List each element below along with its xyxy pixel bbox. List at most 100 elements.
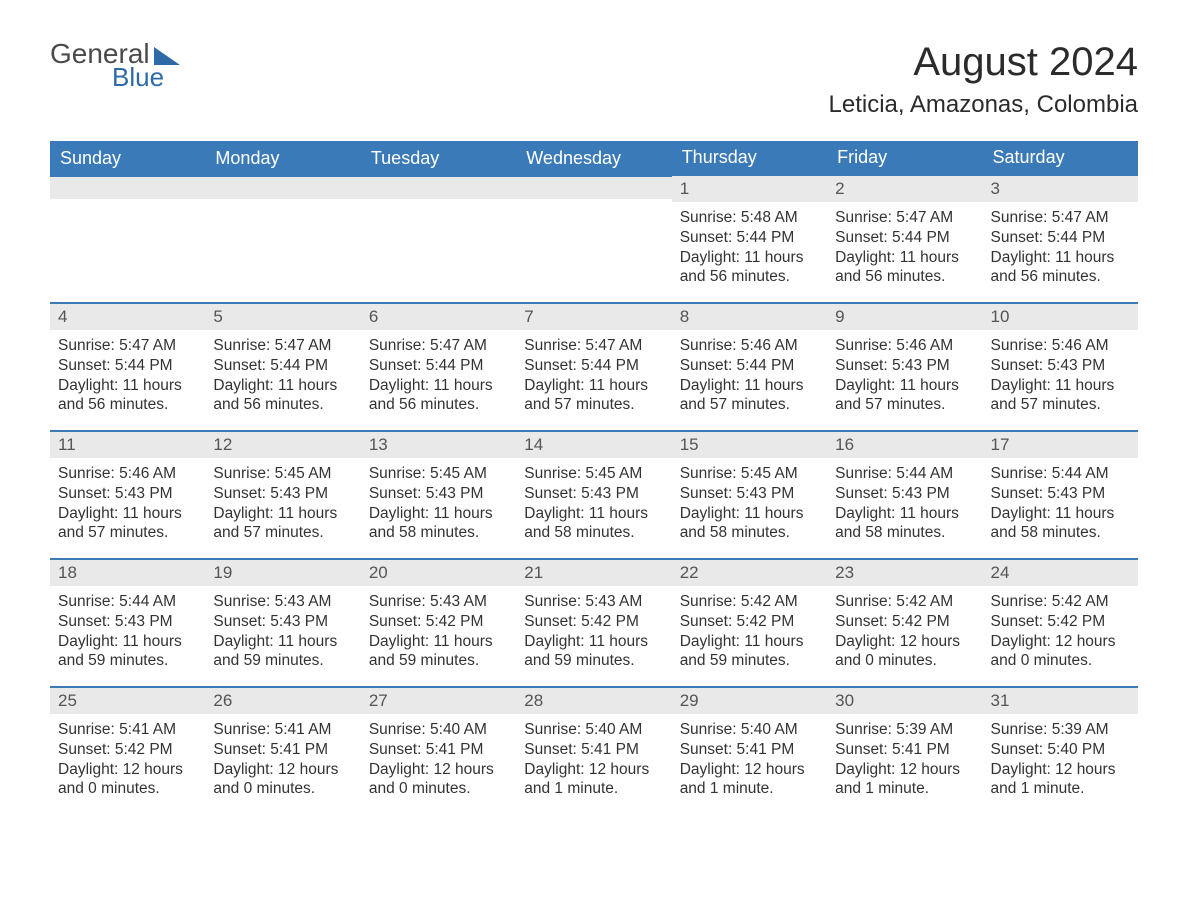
day-details: Sunrise: 5:40 AMSunset: 5:41 PMDaylight:… <box>672 714 827 813</box>
weekday-header: Sunday <box>50 141 205 175</box>
calendar-day-cell: 15Sunrise: 5:45 AMSunset: 5:43 PMDayligh… <box>672 431 827 559</box>
day-details: Sunrise: 5:43 AMSunset: 5:42 PMDaylight:… <box>516 586 671 685</box>
sunrise-line: Sunrise: 5:44 AM <box>835 464 974 484</box>
daylight-line: Daylight: 11 hours and 56 minutes. <box>369 376 508 416</box>
daylight-line: Daylight: 11 hours and 57 minutes. <box>680 376 819 416</box>
day-details: Sunrise: 5:41 AMSunset: 5:41 PMDaylight:… <box>205 714 360 813</box>
sunset-line: Sunset: 5:44 PM <box>991 228 1130 248</box>
sunrise-line: Sunrise: 5:47 AM <box>524 336 663 356</box>
sunset-line: Sunset: 5:43 PM <box>991 356 1130 376</box>
day-details: Sunrise: 5:45 AMSunset: 5:43 PMDaylight:… <box>361 458 516 557</box>
day-details: Sunrise: 5:45 AMSunset: 5:43 PMDaylight:… <box>516 458 671 557</box>
calendar-day-cell: 12 Sunrise: 5:45 AMSunset: 5:43 PMDayligh… <box>205 431 360 559</box>
daylight-line: Daylight: 11 hours and 58 minutes. <box>991 504 1130 544</box>
weekday-header: Friday <box>827 141 982 175</box>
sunrise-line: Sunrise: 5:45 AM <box>213 464 352 484</box>
sunset-line: Sunset: 5:43 PM <box>58 612 197 632</box>
calendar-week-row: 25Sunrise: 5:41 AMSunset: 5:42 PMDayligh… <box>50 687 1138 815</box>
weekday-header: Saturday <box>983 141 1138 175</box>
sunset-line: Sunset: 5:43 PM <box>369 484 508 504</box>
calendar-empty-cell <box>516 175 671 303</box>
day-number: 30 <box>827 688 982 714</box>
calendar-day-cell: 19Sunrise: 5:43 AMSunset: 5:43 PMDayligh… <box>205 559 360 687</box>
sunset-line: Sunset: 5:44 PM <box>369 356 508 376</box>
sunset-line: Sunset: 5:41 PM <box>369 740 508 760</box>
sunset-line: Sunset: 5:42 PM <box>369 612 508 632</box>
daylight-line: Daylight: 12 hours and 1 minute. <box>524 760 663 800</box>
sunrise-line: Sunrise: 5:44 AM <box>58 592 197 612</box>
daylight-line: Daylight: 12 hours and 0 minutes. <box>213 760 352 800</box>
day-number: 24 <box>983 560 1138 586</box>
calendar-day-cell: 17Sunrise: 5:44 AMSunset: 5:43 PMDayligh… <box>983 431 1138 559</box>
sunset-line: Sunset: 5:44 PM <box>524 356 663 376</box>
sunrise-line: Sunrise: 5:43 AM <box>213 592 352 612</box>
sunset-line: Sunset: 5:43 PM <box>213 484 352 504</box>
calendar-day-cell: 13Sunrise: 5:45 AMSunset: 5:43 PMDayligh… <box>361 431 516 559</box>
calendar-header-row: SundayMondayTuesdayWednesdayThursdayFrid… <box>50 141 1138 175</box>
day-details: Sunrise: 5:44 AMSunset: 5:43 PMDaylight:… <box>50 586 205 685</box>
calendar-day-cell: 30Sunrise: 5:39 AMSunset: 5:41 PMDayligh… <box>827 687 982 815</box>
sunset-line: Sunset: 5:43 PM <box>58 484 197 504</box>
calendar-day-cell: 20Sunrise: 5:43 AMSunset: 5:42 PMDayligh… <box>361 559 516 687</box>
empty-day-header <box>50 175 205 199</box>
day-number: 12 <box>205 432 360 458</box>
daylight-line: Daylight: 12 hours and 0 minutes. <box>835 632 974 672</box>
daylight-line: Daylight: 11 hours and 59 minutes. <box>680 632 819 672</box>
sunset-line: Sunset: 5:43 PM <box>991 484 1130 504</box>
sunrise-line: Sunrise: 5:39 AM <box>991 720 1130 740</box>
calendar-day-cell: 23Sunrise: 5:42 AMSunset: 5:42 PMDayligh… <box>827 559 982 687</box>
logo-text-blue: Blue <box>112 64 180 90</box>
sunrise-line: Sunrise: 5:42 AM <box>680 592 819 612</box>
calendar-day-cell: 31Sunrise: 5:39 AMSunset: 5:40 PMDayligh… <box>983 687 1138 815</box>
daylight-line: Daylight: 11 hours and 56 minutes. <box>680 248 819 288</box>
daylight-line: Daylight: 11 hours and 58 minutes. <box>369 504 508 544</box>
day-details: Sunrise: 5:43 AMSunset: 5:42 PMDaylight:… <box>361 586 516 685</box>
day-details: Sunrise: 5:39 AMSunset: 5:41 PMDaylight:… <box>827 714 982 813</box>
weekday-header: Monday <box>205 141 360 175</box>
location-subtitle: Leticia, Amazonas, Colombia <box>829 91 1139 119</box>
sunset-line: Sunset: 5:40 PM <box>991 740 1130 760</box>
calendar-day-cell: 3Sunrise: 5:47 AMSunset: 5:44 PMDaylight… <box>983 175 1138 303</box>
calendar-day-cell: 9Sunrise: 5:46 AMSunset: 5:43 PMDaylight… <box>827 303 982 431</box>
sunset-line: Sunset: 5:43 PM <box>835 356 974 376</box>
daylight-line: Daylight: 11 hours and 57 minutes. <box>835 376 974 416</box>
calendar-day-cell: 21Sunrise: 5:43 AMSunset: 5:42 PMDayligh… <box>516 559 671 687</box>
day-number: 15 <box>672 432 827 458</box>
sunset-line: Sunset: 5:43 PM <box>680 484 819 504</box>
empty-day-header <box>516 175 671 199</box>
day-number: 8 <box>672 304 827 330</box>
calendar-day-cell: 16Sunrise: 5:44 AMSunset: 5:43 PMDayligh… <box>827 431 982 559</box>
day-number: 31 <box>983 688 1138 714</box>
daylight-line: Daylight: 11 hours and 59 minutes. <box>369 632 508 672</box>
calendar-week-row: 18Sunrise: 5:44 AMSunset: 5:43 PMDayligh… <box>50 559 1138 687</box>
sunset-line: Sunset: 5:42 PM <box>58 740 197 760</box>
day-details: Sunrise: 5:42 AMSunset: 5:42 PMDaylight:… <box>827 586 982 685</box>
calendar-day-cell: 6Sunrise: 5:47 AMSunset: 5:44 PMDaylight… <box>361 303 516 431</box>
day-details: Sunrise: 5:45 AMSunset: 5:43 PMDaylight:… <box>672 458 827 557</box>
calendar-week-row: 11Sunrise: 5:46 AMSunset: 5:43 PMDayligh… <box>50 431 1138 559</box>
day-details: Sunrise: 5:47 AMSunset: 5:44 PMDaylight:… <box>516 330 671 429</box>
calendar-day-cell: 11Sunrise: 5:46 AMSunset: 5:43 PMDayligh… <box>50 431 205 559</box>
calendar-empty-cell <box>50 175 205 303</box>
sunset-line: Sunset: 5:41 PM <box>835 740 974 760</box>
day-details: Sunrise: 5:47 AMSunset: 5:44 PMDaylight:… <box>983 202 1138 301</box>
sunrise-line: Sunrise: 5:45 AM <box>680 464 819 484</box>
day-details: Sunrise: 5:46 AMSunset: 5:44 PMDaylight:… <box>672 330 827 429</box>
calendar-week-row: 4Sunrise: 5:47 AMSunset: 5:44 PMDaylight… <box>50 303 1138 431</box>
day-number: 20 <box>361 560 516 586</box>
calendar-day-cell: 29Sunrise: 5:40 AMSunset: 5:41 PMDayligh… <box>672 687 827 815</box>
sunset-line: Sunset: 5:44 PM <box>680 228 819 248</box>
daylight-line: Daylight: 11 hours and 56 minutes. <box>58 376 197 416</box>
day-number: 6 <box>361 304 516 330</box>
brand-logo: General Blue <box>50 40 180 90</box>
page-title: August 2024 <box>829 40 1139 85</box>
day-number: 5 <box>205 304 360 330</box>
sunrise-line: Sunrise: 5:44 AM <box>991 464 1130 484</box>
sunset-line: Sunset: 5:41 PM <box>680 740 819 760</box>
daylight-line: Daylight: 11 hours and 57 minutes. <box>213 504 352 544</box>
daylight-line: Daylight: 11 hours and 58 minutes. <box>524 504 663 544</box>
day-details: Sunrise: 5:47 AMSunset: 5:44 PMDaylight:… <box>827 202 982 301</box>
day-details: Sunrise: 5:40 AMSunset: 5:41 PMDaylight:… <box>361 714 516 813</box>
daylight-line: Daylight: 11 hours and 57 minutes. <box>58 504 197 544</box>
sunset-line: Sunset: 5:43 PM <box>524 484 663 504</box>
